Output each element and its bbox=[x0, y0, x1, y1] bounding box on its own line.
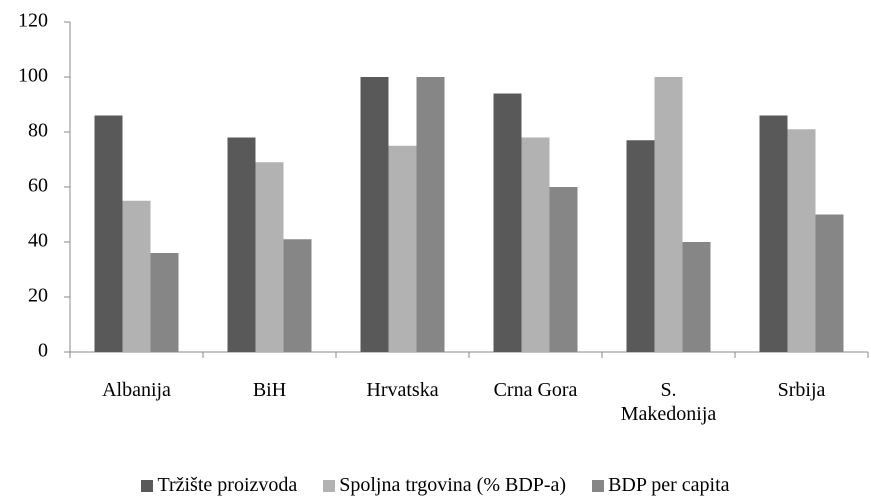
legend-item: Tržište proizvoda bbox=[141, 474, 297, 497]
legend-item: Spoljna trgovina (% BDP-a) bbox=[323, 474, 566, 497]
bar bbox=[283, 239, 312, 352]
bar bbox=[549, 187, 578, 352]
x-tick-label-box: Albanija bbox=[102, 379, 171, 401]
bar bbox=[654, 77, 683, 352]
legend: Tržište proizvoda Spoljna trgovina (% BDP… bbox=[0, 474, 871, 497]
bar bbox=[122, 200, 151, 352]
x-tick-label-box: Hrvatska bbox=[366, 379, 439, 401]
legend-label: Tržište proizvoda bbox=[157, 474, 298, 496]
legend-swatch bbox=[592, 479, 605, 492]
x-tick-label-box: BiH bbox=[252, 379, 287, 401]
bar bbox=[255, 162, 284, 352]
x-tick-label: Hrvatska bbox=[366, 379, 439, 401]
y-tick-label: 60 bbox=[28, 175, 48, 197]
y-tick-label: 0 bbox=[38, 340, 48, 362]
legend-swatch bbox=[323, 479, 336, 492]
y-tick-label: 20 bbox=[28, 285, 48, 307]
bar bbox=[360, 77, 389, 352]
bar bbox=[388, 145, 417, 352]
bar bbox=[521, 137, 550, 352]
y-tick-label: 80 bbox=[28, 120, 48, 142]
bar bbox=[227, 137, 256, 352]
x-tick-label: Crna Gora bbox=[493, 379, 578, 401]
x-tick-label: Albanija bbox=[102, 379, 171, 401]
legend-label: Spoljna trgovina (% BDP-a) bbox=[339, 474, 567, 496]
bar bbox=[94, 115, 123, 352]
legend-swatch bbox=[141, 479, 154, 492]
x-tick-label-box: Srbija bbox=[777, 379, 826, 401]
x-tick-label: Srbija bbox=[777, 379, 826, 401]
legend-label: BDP per capita bbox=[608, 474, 730, 496]
y-tick-label: 120 bbox=[18, 10, 48, 32]
y-tick-label: 100 bbox=[18, 65, 48, 87]
bar bbox=[416, 77, 445, 352]
bar bbox=[787, 129, 816, 352]
bar bbox=[815, 214, 844, 352]
chart: 0 20 40 60 80 100 120 Albanija BiH Hrvatska Crna G… bbox=[18, 10, 869, 425]
bar bbox=[493, 93, 522, 352]
bar bbox=[626, 140, 655, 352]
x-tick-label-box: S. Makedonija bbox=[620, 379, 717, 425]
legend-item: BDP per capita bbox=[592, 474, 730, 497]
y-tick-label: 40 bbox=[28, 230, 48, 252]
x-tick-label: S. Makedonija bbox=[620, 379, 717, 425]
bar bbox=[682, 242, 711, 352]
bar bbox=[150, 253, 179, 352]
x-tick-label: BiH bbox=[252, 379, 287, 401]
x-tick-label-box: Crna Gora bbox=[493, 379, 578, 401]
bar bbox=[759, 115, 788, 352]
